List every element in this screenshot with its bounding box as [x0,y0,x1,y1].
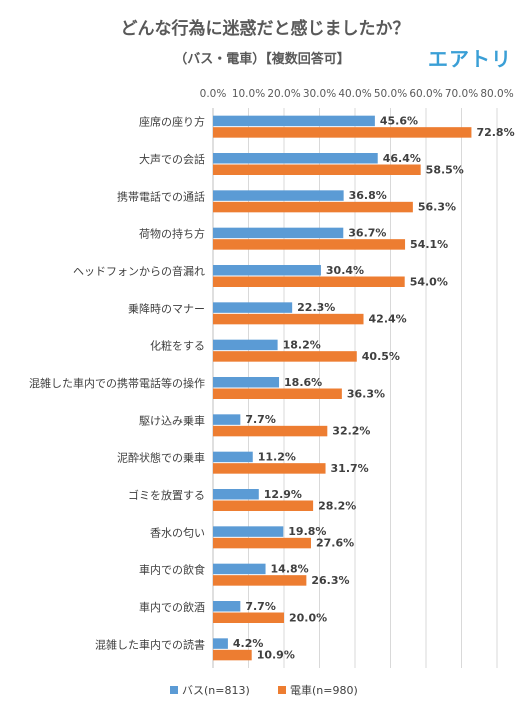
category-label-9: 泥酔状態での乗車 [117,451,205,465]
data-label-bus-0: 45.6% [380,114,418,127]
bar-bus-12 [213,563,266,575]
bar-train-14 [213,649,252,661]
x-tick-label-4: 40.0% [338,88,371,100]
bar-train-10 [213,500,314,511]
data-label-bus-4: 30.4% [326,264,364,277]
bar-bus-6 [213,339,278,351]
chart-subtitle: （バス・電車）【複数回答可】 [174,51,350,67]
x-tick-label-7: 70.0% [445,88,478,100]
data-label-train-8: 32.2% [332,425,370,438]
x-tick-label-1: 10.0% [232,88,265,100]
bar-train-0 [213,127,472,138]
data-label-bus-14: 4.2% [233,637,264,650]
bar-bus-14 [213,638,228,649]
bar-train-13 [213,612,284,623]
category-label-5: 乗降時のマナー [128,301,205,315]
tick-layer: 0.0% 10.0% 20.0% 30.0% 40.0% 50.0% 60.0% 70.0% 8… [200,88,514,100]
bar-train-3 [213,239,406,250]
bar-train-1 [213,164,421,175]
data-label-bus-2: 36.8% [349,189,387,202]
grid-layer [212,108,498,668]
data-label-layer: 45.6% 72.8% 46.4% 58.5% 36.8% 56.3% 36.7% 54.1%… [233,114,515,661]
chart-title: どんな行為に迷惑だと感じましたか？ [121,18,410,39]
category-label-10: ゴミを放置する [128,488,205,502]
data-label-train-7: 36.3% [347,387,385,400]
data-label-train-1: 58.5% [426,163,464,176]
category-label-6: 化粧をする [150,339,205,353]
data-label-train-13: 20.0% [289,611,327,624]
data-label-bus-5: 22.3% [297,301,335,314]
bar-train-8 [213,425,328,437]
bar-bus-1 [213,153,378,164]
category-label-12: 車内での飲食 [139,563,205,577]
x-tick-label-5: 50.0% [374,88,407,100]
data-label-bus-9: 11.2% [258,450,296,463]
data-label-train-10: 28.2% [318,499,356,512]
category-label-2: 携帯電話での通話 [117,189,205,203]
data-label-train-4: 54.0% [410,275,448,288]
data-label-bus-8: 7.7% [245,413,276,426]
bar-bus-2 [213,190,344,201]
legend-label-train: 電車(n=980) [290,683,358,697]
legend-swatch-bus [170,686,178,694]
data-label-train-3: 54.1% [410,238,448,251]
data-label-train-2: 56.3% [418,201,456,214]
category-label-1: 大声での会話 [139,152,205,166]
bar-bus-4 [213,265,321,276]
x-tick-label-6: 60.0% [409,88,442,100]
bar-bus-5 [213,302,293,313]
category-label-4: ヘッドフォンからの音漏れ [73,264,205,278]
legend-swatch-train [278,686,286,694]
data-label-bus-13: 7.7% [245,600,276,613]
bar-train-6 [213,351,357,362]
legend: バス(n=813) 電車(n=980) [170,683,358,697]
category-label-3: 荷物の持ち方 [139,227,205,241]
category-layer: 座席の座り方大声での会話携帯電話での通話荷物の持ち方ヘッドフォンからの音漏れ乗降… [29,115,205,652]
data-label-bus-12: 14.8% [271,562,309,575]
bar-bus-3 [213,227,344,239]
category-label-11: 香水の匂い [150,526,205,539]
data-label-train-5: 42.4% [369,313,407,326]
data-label-train-14: 10.9% [257,649,295,662]
bar-bus-0 [213,115,375,127]
data-label-bus-7: 18.6% [284,376,322,389]
bar-train-9 [213,463,326,474]
x-tick-label-8: 80.0% [480,88,513,100]
bar-train-7 [213,388,342,399]
bar-layer [213,115,472,661]
airtrip-logo: エアトリ [428,47,512,71]
x-tick-label-2: 20.0% [267,88,300,100]
data-label-bus-11: 19.8% [288,525,326,538]
data-label-train-11: 27.6% [316,537,354,550]
data-label-bus-10: 12.9% [264,488,302,501]
bar-train-11 [213,537,311,549]
category-label-0: 座席の座り方 [139,115,205,129]
bar-train-5 [213,313,364,325]
category-label-8: 駆け込み乗車 [139,413,205,427]
data-label-bus-1: 46.4% [383,152,421,165]
bar-bus-11 [213,526,284,537]
data-label-train-12: 26.3% [311,574,349,587]
bar-bus-8 [213,414,241,425]
bar-train-4 [213,276,405,287]
category-label-13: 車内での飲酒 [139,600,205,614]
bar-train-2 [213,201,413,213]
data-label-train-0: 72.8% [476,126,514,139]
data-label-bus-3: 36.7% [348,226,386,239]
legend-label-bus: バス(n=813) [182,684,250,697]
bar-bus-7 [213,377,280,388]
category-label-7: 混雑した車内での携帯電話等の操作 [29,376,205,390]
data-label-train-6: 40.5% [362,350,400,363]
data-label-bus-6: 18.2% [283,338,321,351]
bar-bus-13 [213,601,241,612]
category-label-14: 混雑した車内での読書 [95,637,205,651]
data-label-train-9: 31.7% [331,462,369,475]
bar-bus-10 [213,489,259,500]
x-tick-label-0: 0.0% [200,88,227,100]
bar-train-12 [213,575,307,586]
bar-bus-9 [213,451,253,463]
x-tick-label-3: 30.0% [303,88,336,100]
